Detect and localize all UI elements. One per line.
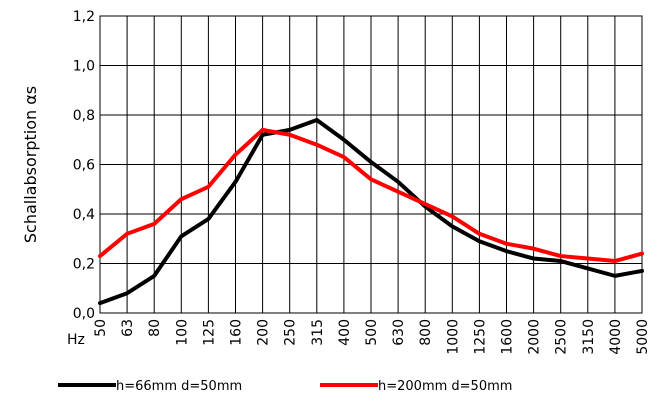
grid (100, 16, 642, 313)
y-tick-label: 0,4 (73, 207, 95, 223)
y-axis-label: Schallabsorption αs (21, 86, 40, 243)
series-line-2 (98, 127, 644, 264)
x-tick-label: 630 (391, 319, 407, 346)
legend-label-2: h=200mm d=50mm (378, 379, 512, 394)
x-tick-label: 315 (310, 319, 326, 346)
y-tick-label: 1,2 (73, 9, 95, 25)
legend: h=66mm d=50mm h=200mm d=50mm (58, 379, 512, 394)
x-tick-label: 80 (147, 319, 163, 337)
series-lines (98, 117, 644, 306)
y-tick-label: 0,2 (73, 257, 95, 273)
x-tick-label: 1000 (445, 319, 461, 355)
x-tick-label: 2500 (554, 319, 570, 355)
x-unit-label: Hz (67, 332, 85, 348)
x-tick-label: 400 (337, 319, 353, 346)
x-tick-label: 200 (256, 319, 272, 346)
x-tick-label: 500 (364, 319, 380, 346)
x-tick-label: 160 (229, 319, 245, 346)
plot-frame (99, 15, 643, 314)
x-tick-label: 5000 (635, 319, 651, 355)
x-tick-label: 250 (283, 319, 299, 346)
x-tick-label: 125 (201, 319, 217, 346)
x-tick-label: 1600 (500, 319, 516, 355)
x-tick-label: 2000 (527, 319, 543, 355)
y-tick-label: 0,8 (73, 108, 95, 124)
x-tick-label: 3150 (581, 319, 597, 355)
x-tick-label: 100 (174, 319, 190, 346)
y-tick-label: 0,6 (73, 158, 95, 174)
legend-label-1: h=66mm d=50mm (116, 379, 242, 394)
x-tick-label: 4000 (608, 319, 624, 355)
series-line-1 (98, 117, 644, 306)
x-tick-labels: 50 63 80 100 125 160 200 250 315 400 500 630 800 1000… (93, 319, 651, 355)
x-tick-label: 63 (120, 319, 136, 337)
y-tick-label: 1,0 (73, 59, 95, 75)
x-tick-label: 800 (418, 319, 434, 346)
y-tick-labels: 0,0 0,2 0,4 0,6 0,8 1,0 1,2 (73, 9, 95, 322)
y-tick-label: 0,0 (73, 306, 95, 322)
x-tick-label: 1250 (472, 319, 488, 355)
x-tick-label: 50 (93, 319, 109, 337)
